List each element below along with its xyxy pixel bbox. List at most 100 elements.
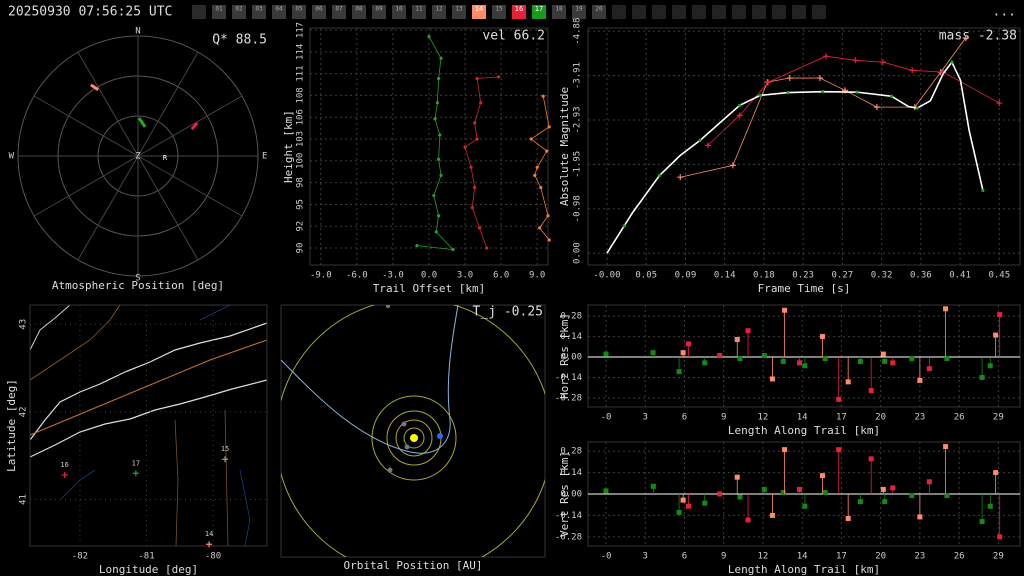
orbit-frame (280, 304, 546, 558)
x-tick-label: -9.0 (310, 271, 332, 281)
point (541, 94, 545, 98)
point (435, 101, 440, 105)
stem-point (943, 444, 949, 450)
station-box (552, 5, 566, 19)
y-tick-label: 0.28 (560, 447, 582, 457)
stem-point (845, 379, 851, 385)
stem-point (993, 332, 999, 338)
station-box (732, 5, 746, 19)
point (485, 246, 489, 250)
x-tick-label: 0.05 (635, 271, 657, 281)
stem-point (676, 369, 682, 375)
stem-point (796, 360, 802, 366)
stem-point (819, 473, 825, 479)
annotation: Q* 88.5 (212, 33, 267, 48)
x-tick-label: 14 (797, 552, 808, 562)
point (738, 103, 742, 107)
station-box (412, 5, 426, 19)
stem-point (734, 474, 740, 480)
point (473, 185, 477, 190)
x-tick-label: 0.23 (792, 271, 814, 281)
point (470, 206, 474, 210)
x-tick-label: 26 (954, 413, 965, 423)
station-box (612, 5, 626, 19)
stem-point (680, 350, 686, 356)
station-label: 20 (595, 6, 603, 13)
stem-point (987, 363, 993, 369)
station-label: 10 (395, 6, 403, 13)
point (765, 79, 772, 86)
y-tick-label: -1.95 (573, 151, 583, 178)
stem-point (737, 494, 743, 500)
point (132, 470, 139, 477)
y-axis-title: Latitude [deg] (5, 379, 18, 472)
polar-spoke (137, 155, 243, 217)
x-tick-label: 0.09 (675, 271, 697, 281)
point (473, 121, 477, 125)
point (61, 472, 68, 479)
station-name: 17 (132, 459, 140, 467)
point (529, 137, 533, 141)
y-axis-title: Horz Res [km] (558, 313, 571, 399)
station-box (712, 5, 726, 19)
x-tick-label: 9.0 (529, 271, 545, 281)
stem-point (987, 503, 993, 509)
stem-point (686, 503, 692, 509)
series-line (680, 37, 966, 178)
stem-point (857, 358, 863, 364)
point (437, 214, 441, 218)
direction-label: E (262, 152, 267, 162)
station-label: 07 (335, 6, 343, 13)
x-tick-label: 0.41 (949, 271, 971, 281)
point (434, 230, 438, 234)
direction-label: S (135, 274, 140, 284)
stem-point (650, 350, 656, 356)
stem-point (880, 351, 886, 357)
station-label: 11 (415, 6, 423, 13)
stem-point (780, 358, 786, 364)
x-tick-label: 9 (721, 413, 726, 423)
point (477, 226, 482, 230)
x-tick-label: -80 (205, 552, 221, 562)
stem-point (603, 488, 609, 494)
station-box (592, 5, 606, 19)
stem-point (761, 486, 767, 492)
station-label: 04 (275, 6, 283, 13)
point (786, 75, 793, 82)
stem-point (769, 512, 775, 518)
x-tick-label: -81 (138, 552, 154, 562)
station-name: 16 (60, 461, 68, 469)
point (547, 238, 551, 242)
series-line (606, 60, 984, 254)
y-tick-label: 0.14 (560, 468, 582, 478)
menu[interactable]: ... (993, 5, 1016, 20)
stem-point (845, 515, 851, 521)
stem-point (880, 486, 886, 492)
station-label: 13 (455, 6, 463, 13)
point (822, 53, 829, 60)
station-box (572, 5, 586, 19)
station-box (192, 5, 206, 19)
stem-point (890, 485, 896, 491)
station-label: 06 (315, 6, 323, 13)
zenith-label: Z (135, 152, 141, 162)
stem-point (836, 396, 842, 402)
orbit-title: Orbital Position [AU] (343, 559, 482, 572)
x-tick-label: 12 (758, 413, 769, 423)
y-tick-label: 103 (296, 131, 306, 147)
stem-point (796, 486, 802, 492)
point (433, 117, 437, 121)
stem-point (890, 360, 896, 366)
point (704, 142, 711, 149)
station-name: 14 (205, 530, 213, 538)
point (427, 34, 431, 39)
y-tick-label: -0.14 (555, 511, 582, 521)
point (497, 75, 501, 79)
x-tick-label: 12 (758, 552, 769, 562)
station-box (232, 5, 246, 19)
point (438, 133, 442, 137)
station-box (512, 5, 526, 19)
polar-spoke (77, 51, 139, 157)
x-tick-label: 9 (721, 552, 726, 562)
